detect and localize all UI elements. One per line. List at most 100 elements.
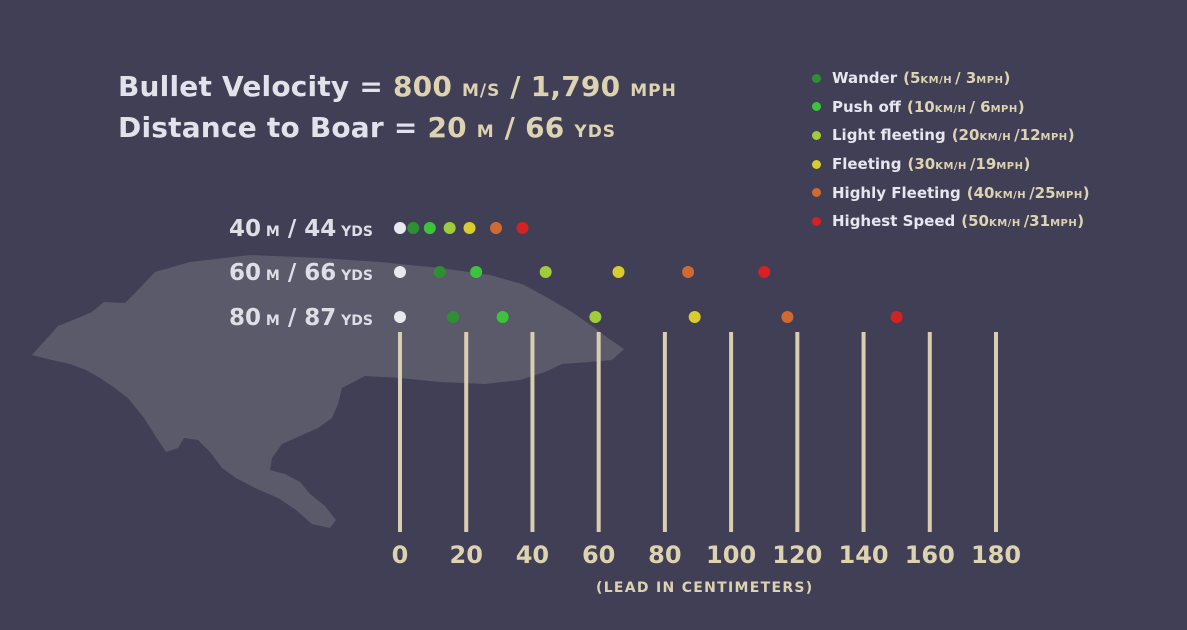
distance-value-m: 20 xyxy=(427,111,467,144)
legend-speed: (40KM/H/25MPH) xyxy=(967,184,1090,202)
legend-dot-icon xyxy=(812,216,821,226)
legend-label: Highest Speed xyxy=(832,212,956,231)
distance-unit-m: M xyxy=(476,122,495,142)
velocity-unit-mph: MPH xyxy=(630,81,677,101)
data-point xyxy=(490,222,503,234)
distance-line: Distance to Boar = 20 M / 66 YDS xyxy=(118,111,616,144)
x-tick-label: 100 xyxy=(706,541,756,569)
row-label: 80 M / 87 YDS xyxy=(229,305,373,331)
distance-unit-yds: YDS xyxy=(574,122,617,142)
legend-dot-icon xyxy=(812,102,821,112)
legend-speed-mid: /31 xyxy=(1023,212,1051,231)
legend-speed: (20KM/H/12MPH) xyxy=(952,126,1075,144)
legend-speed-mid: / 6 xyxy=(969,97,991,116)
legend-label: Push off xyxy=(832,97,901,116)
legend-speed-unit-a: KM/H xyxy=(935,161,967,173)
legend-speed-speed: (40 xyxy=(966,183,995,202)
legend-dot-icon xyxy=(812,73,821,83)
legend-speed-end: ) xyxy=(1023,155,1031,174)
legend-speed-end: ) xyxy=(1017,97,1025,116)
legend-speed-speed: (5 xyxy=(903,69,921,88)
legend-speed-speed: (50 xyxy=(961,212,989,231)
legend-speed-end: ) xyxy=(1067,126,1075,145)
legend-dot-icon xyxy=(812,159,821,169)
data-point xyxy=(516,222,529,234)
x-tick-label: 140 xyxy=(839,541,889,569)
legend-item: Light fleeting (20KM/H/12MPH) xyxy=(812,121,1090,150)
legend-item: Fleeting (30KM/H/19MPH) xyxy=(812,150,1090,179)
legend-speed-unit-a: KM/H xyxy=(920,75,953,87)
legend-item: Highly Fleeting (40KM/H/25MPH) xyxy=(812,178,1090,207)
legend-speed-end: ) xyxy=(1082,183,1090,202)
legend-item: Highest Speed (50KM/H/31MPH) xyxy=(812,207,1090,236)
legend-dot-icon xyxy=(812,188,821,198)
legend-speed-unit-b: MPH xyxy=(990,103,1018,115)
legend-label: Wander xyxy=(832,69,898,88)
row-label: 40 M / 44 YDS xyxy=(229,216,373,242)
data-point xyxy=(433,266,446,278)
row-label: 60 M / 66 YDS xyxy=(229,260,373,286)
legend-dot-icon xyxy=(812,130,821,140)
zero-point xyxy=(394,222,406,234)
distance-label: Distance to Boar = xyxy=(118,111,418,144)
legend-speed-unit-a: KM/H xyxy=(934,103,967,115)
data-point xyxy=(463,222,476,234)
x-tick-label: 160 xyxy=(905,541,955,569)
row-label-unit: M xyxy=(261,313,280,329)
velocity-value-ms: 800 xyxy=(392,70,453,103)
x-axis-title: (LEAD IN CENTIMETERS) xyxy=(596,580,814,596)
legend-speed-speed: (20 xyxy=(951,126,980,145)
row-label-unit2: YDS xyxy=(336,224,373,240)
x-tick-label: 180 xyxy=(971,541,1021,569)
velocity-separator: / xyxy=(510,70,521,103)
row-label-value: 60 xyxy=(229,260,261,286)
row-label-value: 40 xyxy=(229,216,261,242)
data-point xyxy=(758,266,771,278)
data-point xyxy=(589,311,602,323)
data-point xyxy=(446,311,459,323)
row-label-unit: M xyxy=(261,268,280,284)
x-tick-label: 20 xyxy=(450,541,483,569)
legend-speed-unit-b: MPH xyxy=(976,75,1004,87)
data-point xyxy=(496,311,509,323)
zero-point xyxy=(394,311,406,323)
legend-speed-unit-a: KM/H xyxy=(979,132,1012,144)
row-label-value2: 66 xyxy=(296,260,336,286)
row-label-unit: M xyxy=(261,224,280,240)
distance-separator: / xyxy=(504,111,516,144)
legend-speed-unit-b: MPH xyxy=(996,161,1024,173)
distance-value-yds: 66 xyxy=(525,111,565,144)
legend-speed-unit-b: MPH xyxy=(1055,189,1083,201)
data-point xyxy=(539,266,552,278)
row-label-value: 80 xyxy=(229,305,261,331)
velocity-unit-ms: M/S xyxy=(461,81,501,101)
x-tick-label: 120 xyxy=(772,541,822,569)
legend-speed-unit-b: MPH xyxy=(1040,132,1068,144)
x-tick-label: 80 xyxy=(648,541,681,569)
legend-speed-end: ) xyxy=(1003,69,1011,88)
row-label-separator: / xyxy=(280,305,297,331)
velocity-label: Bullet Velocity = xyxy=(118,70,383,103)
x-tick-label: 0 xyxy=(392,541,409,569)
data-point xyxy=(443,222,456,234)
legend-speed-mid: / 3 xyxy=(955,69,977,88)
velocity-value-mph: 1,790 xyxy=(530,70,621,103)
data-point xyxy=(423,222,436,234)
x-tick-label: 60 xyxy=(582,541,615,569)
legend-label: Highly Fleeting xyxy=(832,183,961,202)
legend-speed: (5KM/H/ 3MPH) xyxy=(903,69,1010,87)
data-point xyxy=(407,222,420,234)
legend-item: Wander (5KM/H/ 3MPH) xyxy=(812,64,1090,93)
legend-speed: (30KM/H/19MPH) xyxy=(907,155,1030,173)
legend-speed-unit-b: MPH xyxy=(1050,218,1078,230)
row-label-separator: / xyxy=(280,216,297,242)
legend-speed-unit-a: KM/H xyxy=(994,189,1027,201)
legend-speed: (50KM/H/31MPH) xyxy=(961,212,1084,230)
legend-item: Push off (10KM/H/ 6MPH) xyxy=(812,93,1090,122)
data-point xyxy=(612,266,625,278)
row-label-separator: / xyxy=(280,260,297,286)
data-point xyxy=(688,311,701,323)
